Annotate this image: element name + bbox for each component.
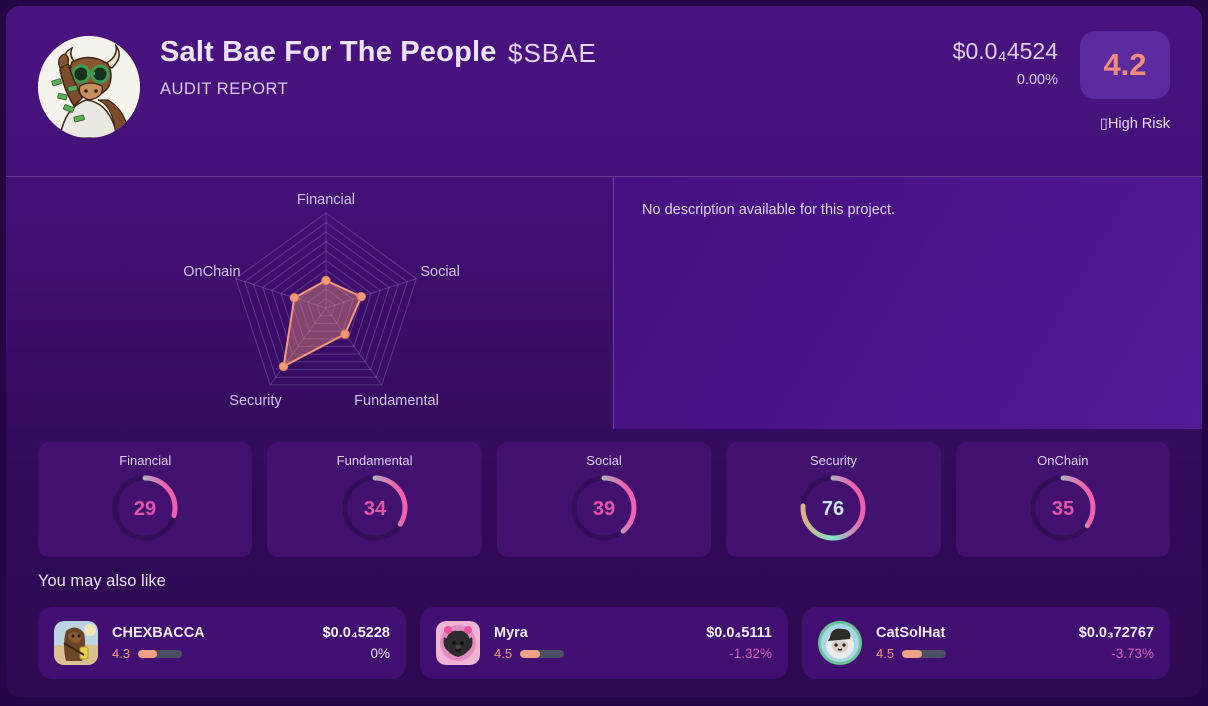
token-ticker: $SBAE: [508, 38, 597, 68]
token-price: $0.0₄4524: [952, 38, 1058, 64]
catsolhat-avatar-image: [818, 621, 862, 665]
radar-axis-label: OnChain: [183, 264, 240, 280]
security-gauge: 76: [797, 472, 869, 544]
metrics-row: Financial 29 Fundamental 34 Social 39 Se…: [6, 429, 1202, 557]
token-price: $0.0₃72767: [1078, 625, 1154, 641]
metric-card-social: Social 39: [496, 442, 712, 557]
token-rating: 4.5: [876, 646, 895, 661]
token-price: $0.0₄5111: [706, 625, 772, 641]
svg-text:39: 39: [593, 498, 615, 520]
metric-label: OnChain: [1037, 453, 1089, 468]
metric-label: Security: [809, 453, 857, 468]
report-header: Salt Bae For The People AUDIT REPORT $SB…: [6, 6, 1202, 177]
token-rating: 4.3: [112, 646, 131, 661]
suggestions-heading: You may also like: [38, 572, 166, 590]
suggestion-card-chexbacca[interactable]: CHEXBACCA $0.0₄5228 4.3 0%: [38, 607, 406, 679]
risk-level-label: ▯High Risk: [1099, 116, 1170, 132]
radar-chart-svg: Financial Social Fundamental Security OnChai…: [183, 192, 460, 409]
onchain-gauge: 35: [1027, 472, 1099, 544]
token-name: CHEXBACCA: [112, 625, 205, 641]
suggestion-info: CatSolHat $0.0₃72767 4.5 -3.73%: [876, 625, 1154, 661]
radar-axis-label: Financial: [297, 192, 355, 208]
overall-score-badge: 4.2: [1080, 31, 1170, 99]
token-price: $0.0₄5228: [322, 625, 390, 641]
rating-bar: [138, 649, 183, 658]
social-gauge: 39: [568, 472, 640, 544]
metric-card-financial: Financial 29: [38, 442, 253, 557]
metric-label: Social: [586, 453, 622, 468]
radar-axis-label: Social: [420, 264, 460, 280]
title-block: Salt Bae For The People AUDIT REPORT: [160, 34, 508, 99]
svg-text:29: 29: [134, 498, 156, 520]
project-avatar: [38, 36, 140, 138]
token-change: -1.32%: [729, 646, 772, 661]
metric-card-onchain: OnChain 35: [955, 442, 1171, 557]
suggestions-row: CHEXBACCA $0.0₄5228 4.3 0%: [6, 591, 1202, 679]
chexbacca-avatar-image: [54, 621, 98, 665]
radar-axis-label: Security: [229, 393, 282, 409]
svg-text:76: 76: [822, 498, 844, 520]
suggestion-info: Myra $0.0₄5111 4.5 -1.32%: [494, 625, 772, 661]
suggestion-card-catsolhat[interactable]: CatSolHat $0.0₃72767 4.5 -3.73%: [802, 607, 1170, 679]
audit-report-label: AUDIT REPORT: [160, 79, 289, 98]
radar-chart: Financial Social Fundamental Security OnChai…: [6, 177, 613, 429]
fundamental-gauge: 34: [339, 472, 411, 544]
rating-bar: [520, 649, 565, 658]
price-block: $0.0₄4524 0.00%: [953, 38, 1058, 88]
metric-card-security: Security 76: [726, 442, 941, 557]
svg-text:35: 35: [1052, 498, 1074, 520]
saltbae-bull-avatar-image: [38, 36, 140, 138]
metric-label: Financial: [119, 453, 172, 468]
project-description: No description available for this projec…: [642, 202, 896, 218]
suggestion-card-myra[interactable]: Myra $0.0₄5111 4.5 -1.32%: [420, 607, 788, 679]
token-change: -3.73%: [1111, 646, 1154, 661]
audit-report-panel: Salt Bae For The People AUDIT REPORT $SB…: [6, 6, 1202, 697]
financial-gauge: 29: [109, 472, 181, 544]
metric-card-fundamental: Fundamental 34: [267, 442, 482, 557]
overview-section: Financial Social Fundamental Security OnChai…: [6, 177, 1202, 429]
rating-bar: [902, 649, 947, 658]
suggestion-info: CHEXBACCA $0.0₄5228 4.3 0%: [112, 625, 390, 661]
svg-text:34: 34: [363, 498, 386, 520]
token-price-change: 0.00%: [1016, 72, 1058, 88]
token-name: Myra: [494, 625, 528, 641]
radar-axis-label: Fundamental: [354, 393, 439, 409]
token-change: 0%: [370, 646, 390, 661]
project-title: Salt Bae For The People: [160, 36, 497, 68]
token-name: CatSolHat: [876, 625, 946, 641]
description-pane: No description available for this projec…: [613, 177, 1202, 429]
token-rating: 4.5: [494, 646, 513, 661]
metric-label: Fundamental: [336, 453, 413, 468]
myra-avatar-image: [436, 621, 480, 665]
score-block: 4.2 ▯High Risk: [1080, 31, 1170, 132]
